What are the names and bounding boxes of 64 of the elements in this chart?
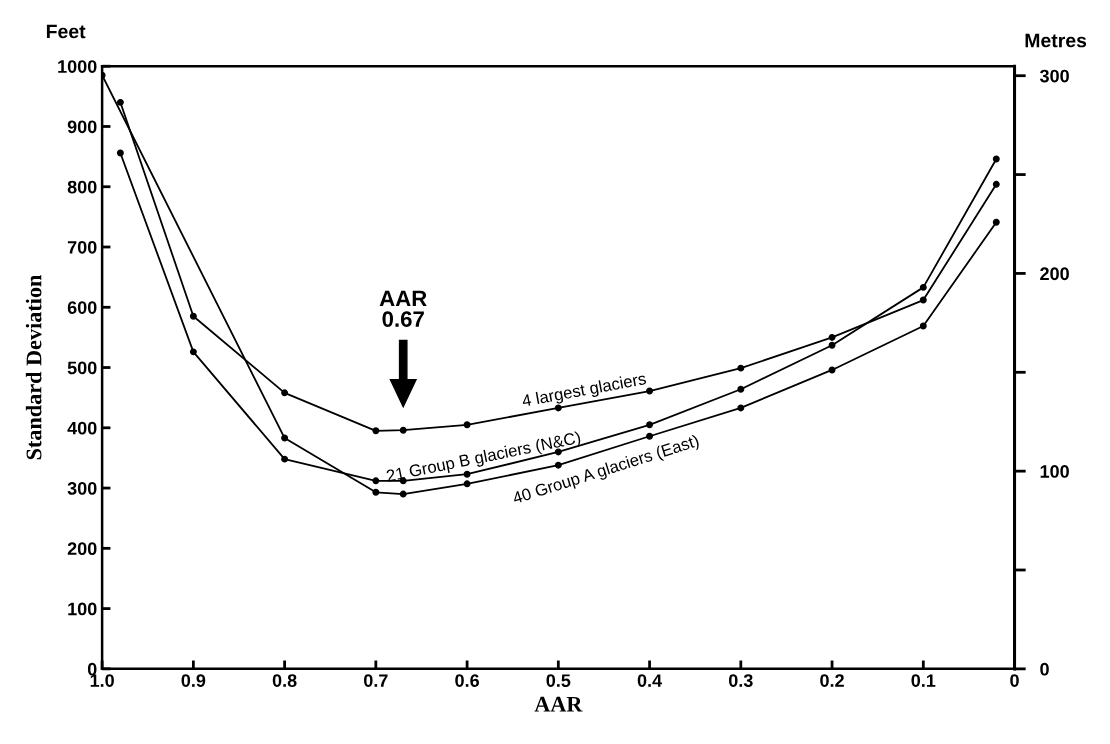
y-tick-label: 500 bbox=[67, 361, 97, 375]
point bbox=[919, 283, 927, 291]
point bbox=[189, 348, 197, 356]
y-tick-label: 800 bbox=[67, 180, 97, 194]
point bbox=[399, 426, 407, 434]
y2-tick-label: 200 bbox=[1040, 267, 1069, 281]
point bbox=[737, 385, 745, 393]
y-tick-label: 0 bbox=[87, 662, 97, 676]
y-tick-label: 1000 bbox=[58, 60, 97, 73]
y-tick-label: 700 bbox=[67, 240, 97, 254]
x-tick-label: 0.2 bbox=[820, 674, 844, 687]
point bbox=[372, 427, 380, 435]
y2-axis-title: Metres bbox=[1025, 33, 1087, 48]
x-axis-title: AAR bbox=[534, 696, 583, 712]
y-tick-label: 900 bbox=[67, 120, 97, 134]
point bbox=[463, 480, 471, 488]
y2-tick-label: 0 bbox=[1040, 662, 1049, 676]
y-axis-title: Standard Deviation bbox=[25, 274, 42, 460]
point bbox=[737, 364, 745, 372]
x-tick-label: 0.5 bbox=[546, 674, 571, 687]
point bbox=[828, 341, 836, 349]
y2-tick-label: 300 bbox=[1039, 69, 1069, 83]
text: 4 largest glaciers bbox=[521, 372, 648, 411]
point bbox=[116, 149, 124, 157]
y2-tick-label: 100 bbox=[1040, 465, 1069, 478]
point bbox=[189, 312, 197, 320]
point bbox=[646, 387, 654, 395]
y-tick-label: 100 bbox=[68, 602, 97, 616]
x-tick-label: 0.6 bbox=[455, 674, 479, 687]
point bbox=[281, 389, 289, 397]
point bbox=[919, 322, 927, 330]
x-tick-label: 0.7 bbox=[364, 674, 388, 687]
x-tick-label: 0.3 bbox=[728, 674, 753, 687]
y-tick-label: 400 bbox=[67, 421, 97, 435]
point bbox=[554, 461, 562, 469]
point bbox=[646, 432, 654, 440]
x-tick-label: 1.0 bbox=[90, 674, 114, 687]
point bbox=[992, 180, 1000, 188]
point bbox=[919, 296, 927, 304]
x-tick-label: 0.8 bbox=[272, 674, 297, 687]
y-tick-label: 300 bbox=[67, 482, 97, 495]
point bbox=[992, 218, 1000, 226]
point bbox=[554, 404, 562, 412]
point bbox=[281, 455, 289, 463]
point bbox=[463, 421, 471, 429]
point bbox=[399, 490, 407, 498]
point bbox=[992, 155, 1000, 163]
annotation: AAR 0.67 bbox=[379, 290, 427, 327]
point bbox=[737, 404, 745, 412]
point bbox=[646, 421, 654, 429]
point bbox=[828, 366, 836, 374]
point bbox=[116, 98, 124, 106]
point bbox=[281, 434, 289, 442]
y-tick-label: 200 bbox=[67, 542, 97, 556]
text: Feet bbox=[46, 24, 86, 39]
point bbox=[828, 333, 836, 341]
point bbox=[463, 470, 471, 478]
x-tick-label: 0.1 bbox=[911, 674, 936, 687]
y-tick-label: 600 bbox=[67, 301, 97, 314]
x-tick-label: 0.4 bbox=[637, 674, 663, 687]
x-tick-label: 0 bbox=[1010, 674, 1019, 687]
point bbox=[372, 477, 380, 485]
point bbox=[372, 488, 380, 496]
x-tick-label: 0.9 bbox=[181, 674, 206, 687]
